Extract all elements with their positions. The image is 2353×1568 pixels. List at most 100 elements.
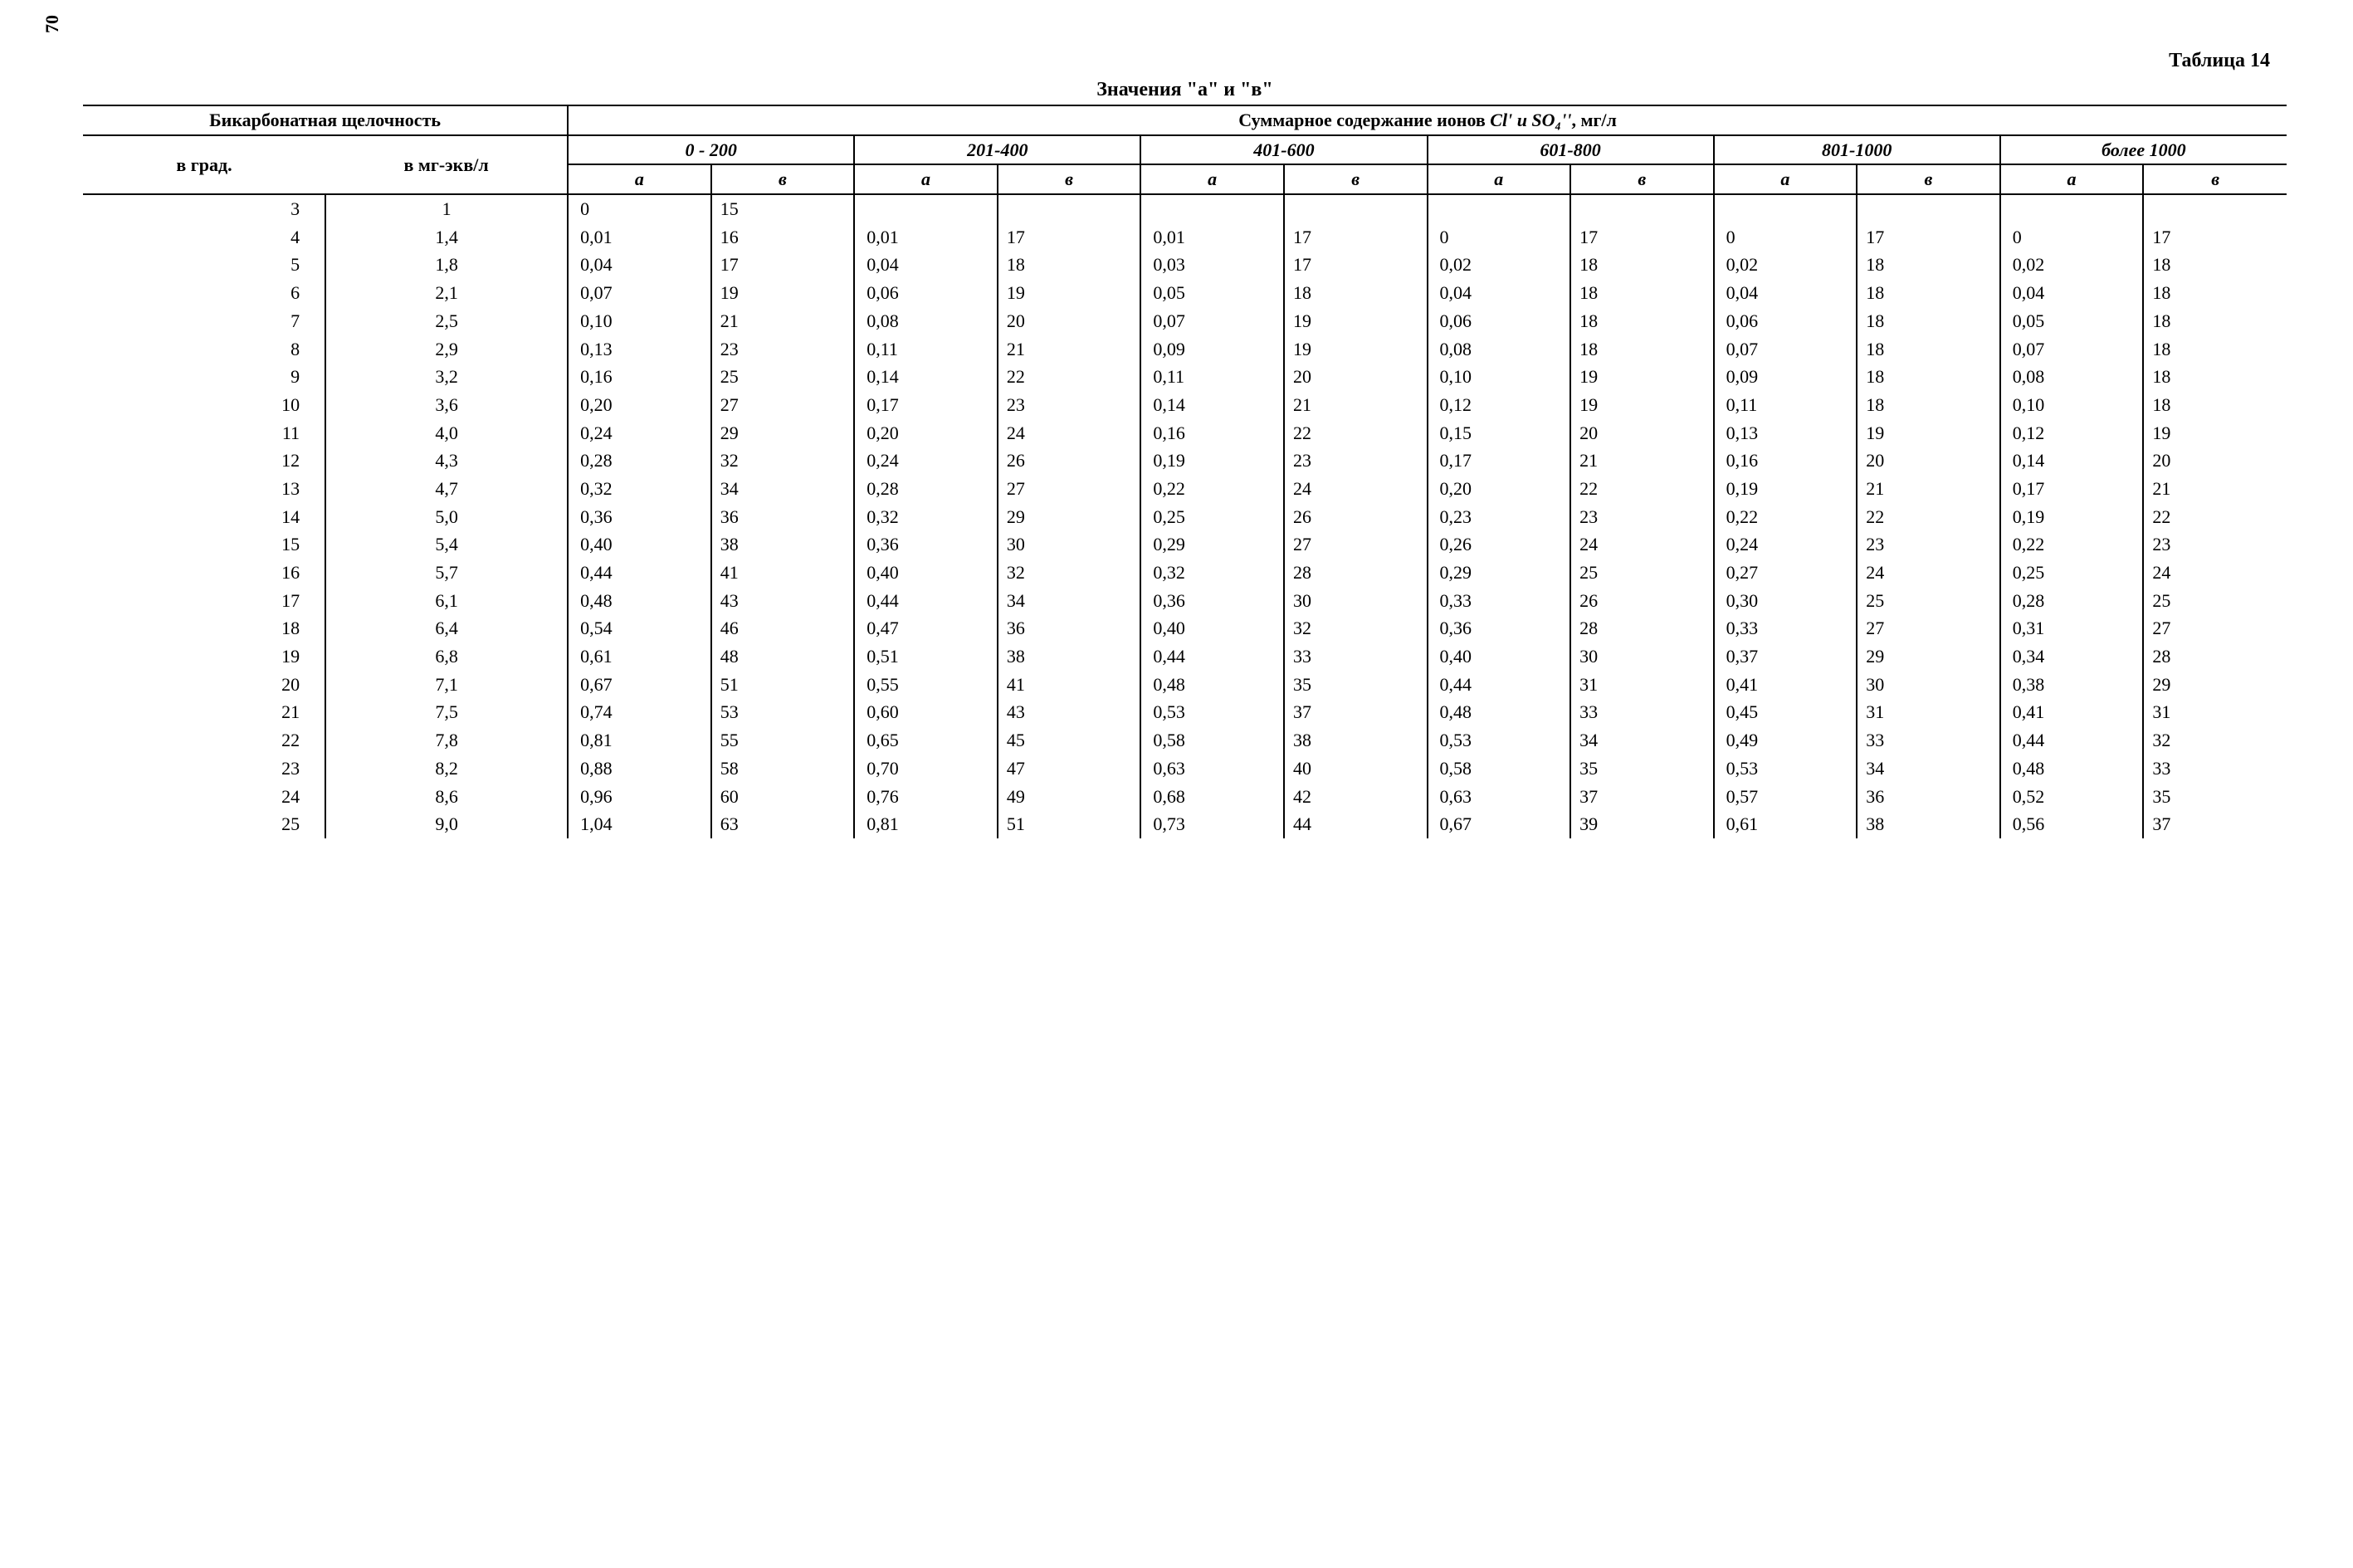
header-ions-unit: , мг/л bbox=[1571, 110, 1616, 130]
ab-a-3: а bbox=[1428, 164, 1571, 194]
table-row: 134,70,32340,28270,22240,20220,19210,172… bbox=[83, 475, 2287, 503]
table-body: 3101541,40,01160,01170,011701701701751,8… bbox=[83, 194, 2287, 838]
cell-b: 21 bbox=[711, 307, 855, 335]
cell-a: 0,06 bbox=[1714, 307, 1858, 335]
cell-b: 29 bbox=[998, 503, 1141, 531]
cell-b: 34 bbox=[1570, 726, 1714, 755]
cell-a: 0,16 bbox=[568, 363, 711, 391]
cell-a: 0,53 bbox=[1714, 755, 1858, 783]
cell-a: 0,58 bbox=[1140, 726, 1284, 755]
cell-grad: 9 bbox=[83, 363, 325, 391]
cell-b: 18 bbox=[1570, 279, 1714, 307]
cell-a: 0,11 bbox=[854, 335, 998, 364]
ab-b-5: в bbox=[2143, 164, 2287, 194]
cell-mgekv: 8,6 bbox=[325, 783, 568, 811]
cell-a: 0,37 bbox=[1714, 642, 1858, 671]
cell-a: 0,70 bbox=[854, 755, 998, 783]
cell-a: 0,22 bbox=[1140, 475, 1284, 503]
cell-a: 0,25 bbox=[1140, 503, 1284, 531]
cell-b: 28 bbox=[2143, 642, 2287, 671]
cell-b: 21 bbox=[1284, 391, 1428, 419]
cell-b: 35 bbox=[1284, 671, 1428, 699]
cell-a: 0,01 bbox=[854, 223, 998, 252]
cell-b: 24 bbox=[2143, 559, 2287, 587]
cell-a: 0,52 bbox=[2000, 783, 2144, 811]
cell-a: 0 bbox=[568, 194, 711, 223]
cell-a: 0,09 bbox=[1140, 335, 1284, 364]
cell-a: 0,48 bbox=[568, 587, 711, 615]
cell-a: 0,19 bbox=[2000, 503, 2144, 531]
cell-b: 18 bbox=[1857, 251, 2000, 279]
cell-grad: 19 bbox=[83, 642, 325, 671]
cell-a: 0,44 bbox=[1140, 642, 1284, 671]
cell-b: 23 bbox=[998, 391, 1141, 419]
cell-a: 0,10 bbox=[1428, 363, 1571, 391]
cell-a: 0,04 bbox=[1428, 279, 1571, 307]
ab-b-3: в bbox=[1570, 164, 1714, 194]
cell-grad: 16 bbox=[83, 559, 325, 587]
cell-a: 0,81 bbox=[568, 726, 711, 755]
cell-a: 0 bbox=[2000, 223, 2144, 252]
cell-a: 0,36 bbox=[854, 530, 998, 559]
cell-grad: 7 bbox=[83, 307, 325, 335]
cell-a: 0,17 bbox=[854, 391, 998, 419]
cell-a: 0,24 bbox=[1714, 530, 1858, 559]
ab-a-0: а bbox=[568, 164, 711, 194]
cell-a: 0,07 bbox=[2000, 335, 2144, 364]
cell-a bbox=[854, 194, 998, 223]
cell-a: 0,19 bbox=[1714, 475, 1858, 503]
cell-grad: 25 bbox=[83, 810, 325, 838]
page-number: 70 bbox=[41, 15, 63, 33]
cell-a: 0,19 bbox=[1140, 447, 1284, 475]
cell-a: 0,12 bbox=[2000, 419, 2144, 447]
table-row: 259,01,04630,81510,73440,67390,61380,563… bbox=[83, 810, 2287, 838]
cell-b: 18 bbox=[1857, 307, 2000, 335]
cell-a: 0,08 bbox=[854, 307, 998, 335]
cell-b: 28 bbox=[1570, 614, 1714, 642]
cell-a: 0,36 bbox=[1140, 587, 1284, 615]
cell-mgekv: 4,0 bbox=[325, 419, 568, 447]
cell-a: 0,06 bbox=[1428, 307, 1571, 335]
cell-b: 18 bbox=[2143, 307, 2287, 335]
cell-a: 0,11 bbox=[1714, 391, 1858, 419]
cell-b: 17 bbox=[1857, 223, 2000, 252]
cell-mgekv: 7,8 bbox=[325, 726, 568, 755]
cell-b: 25 bbox=[711, 363, 855, 391]
cell-a: 0,73 bbox=[1140, 810, 1284, 838]
cell-a: 0,04 bbox=[568, 251, 711, 279]
cell-b: 23 bbox=[1570, 503, 1714, 531]
cell-b: 19 bbox=[998, 279, 1141, 307]
cell-b: 35 bbox=[1570, 755, 1714, 783]
cell-a: 0,53 bbox=[1428, 726, 1571, 755]
cell-b: 23 bbox=[711, 335, 855, 364]
cell-grad: 13 bbox=[83, 475, 325, 503]
range-3: 601-800 bbox=[1428, 135, 1714, 165]
table-row: 155,40,40380,36300,29270,26240,24230,222… bbox=[83, 530, 2287, 559]
cell-b: 45 bbox=[998, 726, 1141, 755]
cell-grad: 17 bbox=[83, 587, 325, 615]
cell-b bbox=[1284, 194, 1428, 223]
cell-b bbox=[2143, 194, 2287, 223]
range-4: 801-1000 bbox=[1714, 135, 2000, 165]
cell-a: 0,05 bbox=[1140, 279, 1284, 307]
cell-b: 51 bbox=[711, 671, 855, 699]
cell-grad: 5 bbox=[83, 251, 325, 279]
cell-a: 0,88 bbox=[568, 755, 711, 783]
cell-a: 0,04 bbox=[854, 251, 998, 279]
cell-a: 0,20 bbox=[854, 419, 998, 447]
cell-b: 38 bbox=[998, 642, 1141, 671]
cell-grad: 21 bbox=[83, 698, 325, 726]
header-ions-prefix: Суммарное содержание ионов bbox=[1238, 110, 1490, 130]
table-row: 227,80,81550,65450,58380,53340,49330,443… bbox=[83, 726, 2287, 755]
cell-b: 23 bbox=[1284, 447, 1428, 475]
cell-b: 19 bbox=[1284, 335, 1428, 364]
cell-a: 0,44 bbox=[2000, 726, 2144, 755]
cell-a: 0,48 bbox=[1140, 671, 1284, 699]
cell-b: 33 bbox=[1284, 642, 1428, 671]
cell-a: 0,12 bbox=[1428, 391, 1571, 419]
cell-a: 0,48 bbox=[2000, 755, 2144, 783]
cell-a: 0,08 bbox=[1428, 335, 1571, 364]
cell-a: 0,96 bbox=[568, 783, 711, 811]
cell-grad: 23 bbox=[83, 755, 325, 783]
table-row: 196,80,61480,51380,44330,40300,37290,342… bbox=[83, 642, 2287, 671]
